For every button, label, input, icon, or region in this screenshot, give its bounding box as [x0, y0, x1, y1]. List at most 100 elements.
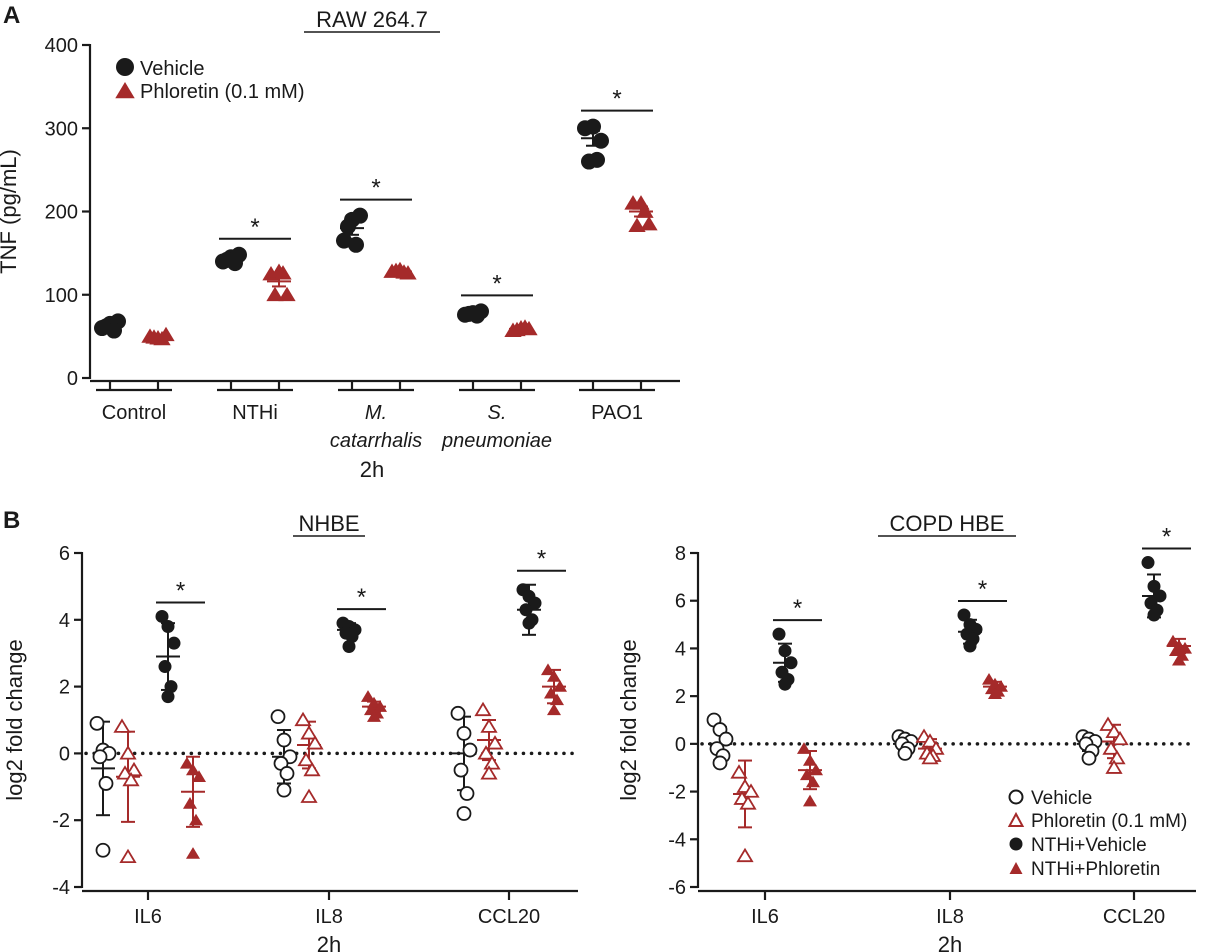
data-point-nthi-vehicle	[155, 609, 169, 623]
data-point-nthi-phloretin	[802, 794, 818, 807]
data-point-nthi-vehicle	[345, 630, 359, 643]
data-point-vehicle	[276, 782, 292, 798]
data-point-phloretin-0-1-mm	[730, 764, 748, 779]
legend-phloretin-label: Phloretin (0.1 mM)	[140, 81, 305, 103]
data-point-phloretin-0-1-mm	[1102, 740, 1120, 755]
legend-nthi-phloretin-marker	[1009, 862, 1023, 874]
data-point-nthi-phloretin	[366, 710, 382, 722]
data-point-vehicle	[453, 762, 469, 778]
data-point-vehicle	[106, 322, 122, 339]
data-point-vehicle	[718, 731, 734, 747]
data-point-vehicle	[348, 236, 364, 253]
data-point-vehicle	[712, 755, 728, 771]
legend-vehicle-marker	[116, 58, 134, 76]
data-point-nthi-phloretin	[802, 754, 818, 766]
data-point-vehicle	[276, 732, 292, 748]
data-point-nthi-phloretin	[1171, 653, 1187, 666]
significance-star: *	[250, 214, 259, 241]
y-tick-label: 4	[675, 638, 686, 660]
copd-hbe-chart: COPD HBE -6 -4 -2 0 2 4 6 8 log2 fold change IL6 * I…	[616, 511, 1198, 952]
data-point-nthi-vehicle	[161, 619, 175, 633]
data-point-phloretin-0-1-mm	[1105, 759, 1123, 774]
data-point-phloretin-0-1-mm	[739, 795, 757, 810]
data-point-vehicle	[340, 218, 356, 235]
legend-vehicle-label: Vehicle	[1031, 788, 1092, 809]
significance-star: *	[492, 270, 501, 297]
data-point-nthi-vehicle	[342, 640, 356, 654]
data-point-nthi-phloretin	[188, 813, 204, 826]
data-point-nthi-phloretin	[796, 742, 812, 754]
data-point-phloretin-0-1-mm	[113, 718, 131, 733]
data-point-nthi-phloretin	[981, 672, 997, 685]
data-point-nthi-vehicle	[778, 644, 792, 658]
data-point-phloretin-0-1-mm	[516, 319, 534, 334]
data-point-nthi-phloretin	[1168, 644, 1184, 657]
data-point-phloretin-0-1-mm	[303, 761, 321, 777]
category-label-catarrhalis: catarrhalis	[330, 430, 422, 452]
data-point-phloretin-0-1-mm	[119, 848, 137, 864]
data-point-phloretin-0-1-mm	[742, 783, 760, 798]
data-point-nthi-phloretin	[543, 686, 559, 699]
data-point-phloretin-0-1-mm	[736, 847, 754, 863]
y-tick-label: 2	[675, 686, 686, 708]
data-point-phloretin-0-1-mm	[300, 725, 318, 740]
data-point-vehicle	[336, 232, 352, 249]
significance-star: *	[371, 175, 380, 202]
category-label-pao1: PAO1	[591, 402, 643, 424]
data-point-phloretin-0-1-mm	[636, 203, 654, 218]
legend-phloretin-label: Phloretin (0.1 mM)	[1031, 811, 1187, 832]
y-tick-label: 300	[45, 118, 78, 140]
data-point-vehicle	[270, 709, 286, 725]
chart-title: RAW 264.7	[316, 7, 428, 32]
y-tick-label: 4	[59, 610, 70, 632]
data-point-nthi-phloretin	[799, 768, 815, 781]
data-point-vehicle	[459, 786, 475, 801]
data-point-phloretin-0-1-mm	[119, 745, 137, 760]
y-tick-label: 2	[59, 677, 70, 699]
category-label-m: M.	[365, 402, 387, 424]
y-tick-label: 100	[45, 285, 78, 307]
y-axis-label: log2 fold change	[2, 639, 27, 800]
x-axis-label: 2h	[938, 932, 962, 952]
y-axis-label: log2 fold change	[616, 639, 641, 800]
data-point-nthi-vehicle	[784, 656, 798, 670]
data-point-phloretin-0-1-mm	[125, 761, 143, 777]
y-tick-label: 6	[59, 543, 70, 565]
legend-nthi-vehicle-label: NTHi+Vehicle	[1031, 835, 1147, 856]
data-point-phloretin-0-1-mm	[1105, 723, 1123, 739]
category-label-s: S.	[488, 402, 507, 424]
significance-star: *	[793, 595, 802, 622]
x-axis-label: 2h	[317, 932, 341, 952]
category-label-pneumoniae: pneumoniae	[441, 430, 552, 452]
data-point-vehicle	[89, 715, 105, 731]
y-tick-label: 0	[675, 734, 686, 756]
data-point-phloretin-0-1-mm	[297, 751, 315, 767]
data-point-nthi-phloretin	[182, 797, 198, 809]
y-axis-label: TNF (pg/mL)	[0, 149, 21, 274]
data-point-phloretin-0-1-mm	[480, 765, 498, 780]
data-point-nthi-phloretin	[546, 703, 562, 716]
data-point-vehicle	[897, 746, 913, 761]
legend-phloretin-marker	[115, 82, 135, 99]
legend-nthi-vehicle-marker	[1009, 837, 1023, 851]
data-point-nthi-phloretin	[549, 693, 565, 706]
data-point-nthi-vehicle	[772, 627, 786, 641]
data-point-phloretin-0-1-mm	[480, 718, 498, 733]
y-tick-label: -4	[668, 829, 686, 851]
data-point-nthi-vehicle	[167, 636, 181, 650]
data-point-nthi-vehicle	[158, 660, 172, 674]
y-tick-label: -2	[52, 810, 70, 832]
data-point-phloretin-0-1-mm	[122, 771, 140, 787]
data-point-vehicle	[95, 842, 111, 858]
data-point-phloretin-0-1-mm	[116, 765, 134, 780]
chart-title: NHBE	[298, 511, 359, 536]
data-point-phloretin-0-1-mm	[1099, 716, 1117, 731]
data-point-nthi-vehicle	[778, 677, 792, 691]
data-point-phloretin-0-1-mm	[921, 749, 939, 765]
category-label-il6: IL6	[134, 906, 162, 928]
legend-phloretin-marker	[1007, 811, 1025, 827]
y-tick-label: 8	[675, 543, 686, 565]
category-label-nthi: NTHi	[232, 402, 278, 424]
x-axis-label: 2h	[360, 457, 384, 482]
